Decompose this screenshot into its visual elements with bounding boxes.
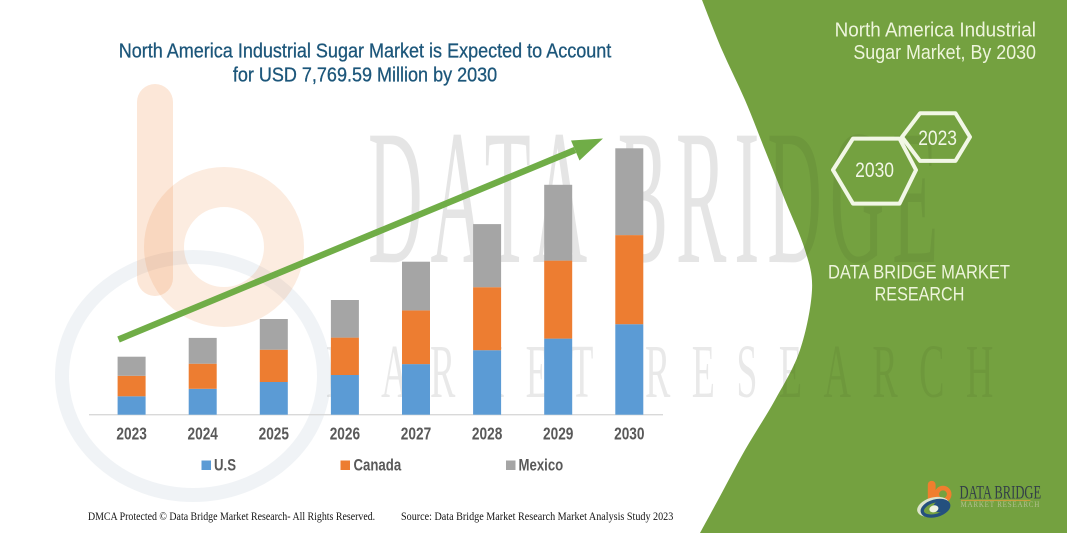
svg-text:U.S: U.S xyxy=(214,456,236,475)
svg-text:2023: 2023 xyxy=(918,128,957,151)
svg-text:2025: 2025 xyxy=(259,425,290,444)
svg-text:for USD 7,769.59 Million by 20: for USD 7,769.59 Million by 2030 xyxy=(233,65,497,87)
svg-text:2026: 2026 xyxy=(330,425,361,444)
svg-text:DMCA Protected © Data Bridge M: DMCA Protected © Data Bridge Market Rese… xyxy=(88,510,375,523)
svg-text:2030: 2030 xyxy=(855,159,894,183)
svg-text:2023: 2023 xyxy=(116,425,147,444)
svg-text:Mexico: Mexico xyxy=(519,456,564,475)
svg-text:MARKET RESEARCH: MARKET RESEARCH xyxy=(961,500,1041,510)
svg-text:DATA BRIDGE: DATA BRIDGE xyxy=(960,483,1042,503)
svg-text:2027: 2027 xyxy=(401,425,431,444)
svg-text:Source: Data Bridge Market Res: Source: Data Bridge Market Research Mark… xyxy=(401,510,673,523)
svg-text:2030: 2030 xyxy=(614,425,645,444)
svg-text:2024: 2024 xyxy=(188,425,219,444)
svg-text:North America Industrial Sugar: North America Industrial Sugar Market is… xyxy=(119,41,612,63)
svg-text:DATA BRIDGE MARKET: DATA BRIDGE MARKET xyxy=(828,261,1010,282)
svg-text:North America Industrial: North America Industrial xyxy=(835,19,1036,42)
svg-text:2029: 2029 xyxy=(543,425,574,444)
svg-text:RESEARCH: RESEARCH xyxy=(875,283,965,305)
svg-text:2028: 2028 xyxy=(472,425,503,444)
svg-text:Sugar Market, By 2030: Sugar Market, By 2030 xyxy=(853,42,1036,64)
svg-text:Canada: Canada xyxy=(354,456,402,475)
